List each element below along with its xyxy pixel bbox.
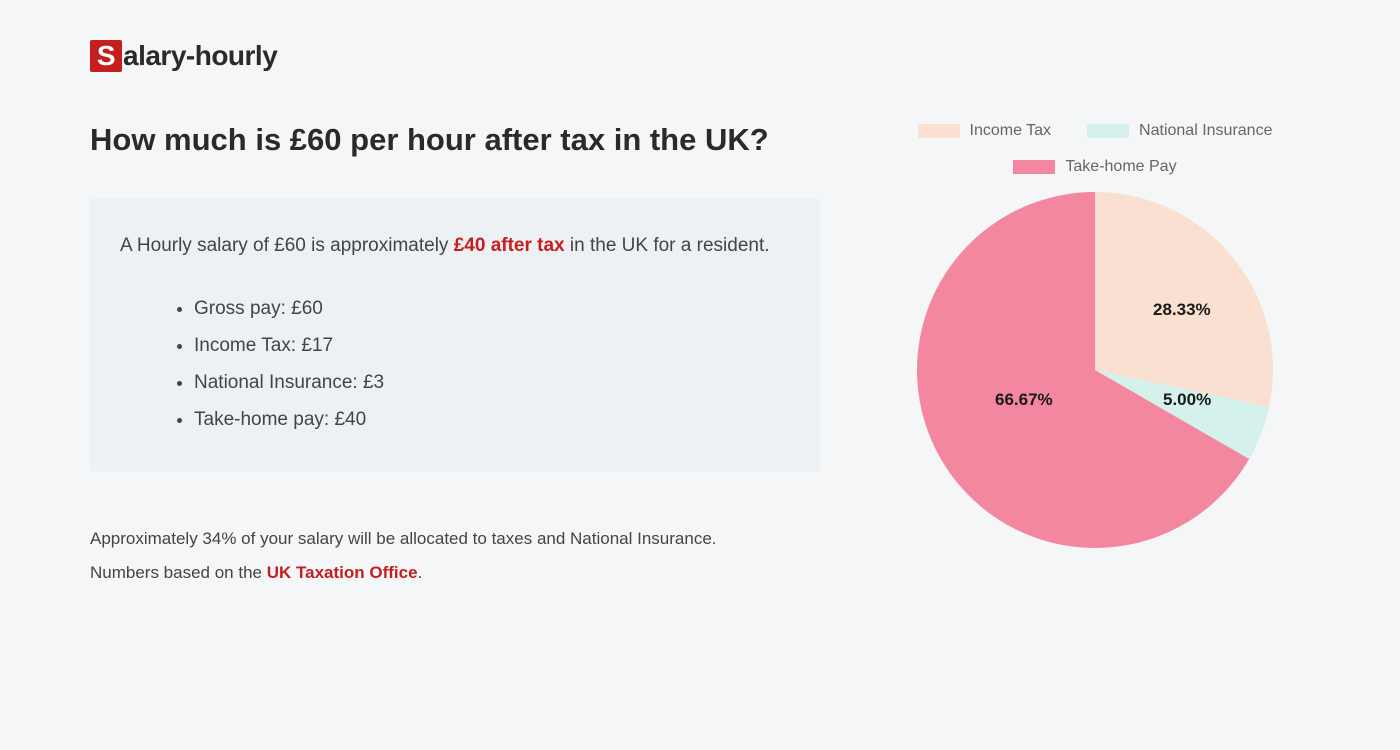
footer-text: Approximately 34% of your salary will be… — [90, 522, 820, 590]
footer-line1: Approximately 34% of your salary will be… — [90, 529, 717, 548]
logo-s-badge: S — [90, 40, 122, 72]
list-item: Gross pay: £60 — [194, 290, 790, 327]
summary-intro: A Hourly salary of £60 is approximately … — [120, 230, 790, 262]
legend-label: Income Tax — [970, 122, 1052, 140]
legend-swatch — [1087, 124, 1129, 138]
chart-legend: Income Tax National Insurance Take-home … — [880, 122, 1310, 176]
pie-label-income-tax: 28.33% — [1153, 300, 1211, 320]
intro-highlight: £40 after tax — [454, 235, 565, 256]
legend-label: Take-home Pay — [1065, 158, 1176, 176]
right-column: Income Tax National Insurance Take-home … — [880, 122, 1310, 590]
pie-label-national-insurance: 5.00% — [1163, 390, 1211, 410]
uk-tax-office-link[interactable]: UK Taxation Office — [267, 563, 418, 582]
pie-label-take-home: 66.67% — [995, 390, 1053, 410]
summary-box: A Hourly salary of £60 is approximately … — [90, 198, 820, 472]
legend-item-income-tax: Income Tax — [918, 122, 1052, 140]
intro-after: in the UK for a resident. — [565, 235, 770, 256]
summary-list: Gross pay: £60 Income Tax: £17 National … — [120, 290, 790, 438]
logo-text: alary-hourly — [123, 40, 277, 72]
pie-chart: 28.33% 5.00% 66.67% — [915, 190, 1275, 550]
list-item: National Insurance: £3 — [194, 364, 790, 401]
footer-line2-after: . — [418, 563, 423, 582]
legend-swatch — [1013, 160, 1055, 174]
list-item: Income Tax: £17 — [194, 327, 790, 364]
legend-item-take-home: Take-home Pay — [1013, 158, 1176, 176]
legend-label: National Insurance — [1139, 122, 1272, 140]
main-row: How much is £60 per hour after tax in th… — [90, 122, 1310, 590]
intro-before: A Hourly salary of £60 is approximately — [120, 235, 454, 256]
site-logo: Salary-hourly — [90, 40, 1310, 72]
legend-item-national-insurance: National Insurance — [1087, 122, 1272, 140]
legend-swatch — [918, 124, 960, 138]
footer-line2-before: Numbers based on the — [90, 563, 267, 582]
pie-svg — [915, 190, 1275, 550]
page-title: How much is £60 per hour after tax in th… — [90, 122, 820, 158]
list-item: Take-home pay: £40 — [194, 401, 790, 438]
left-column: How much is £60 per hour after tax in th… — [90, 122, 820, 590]
